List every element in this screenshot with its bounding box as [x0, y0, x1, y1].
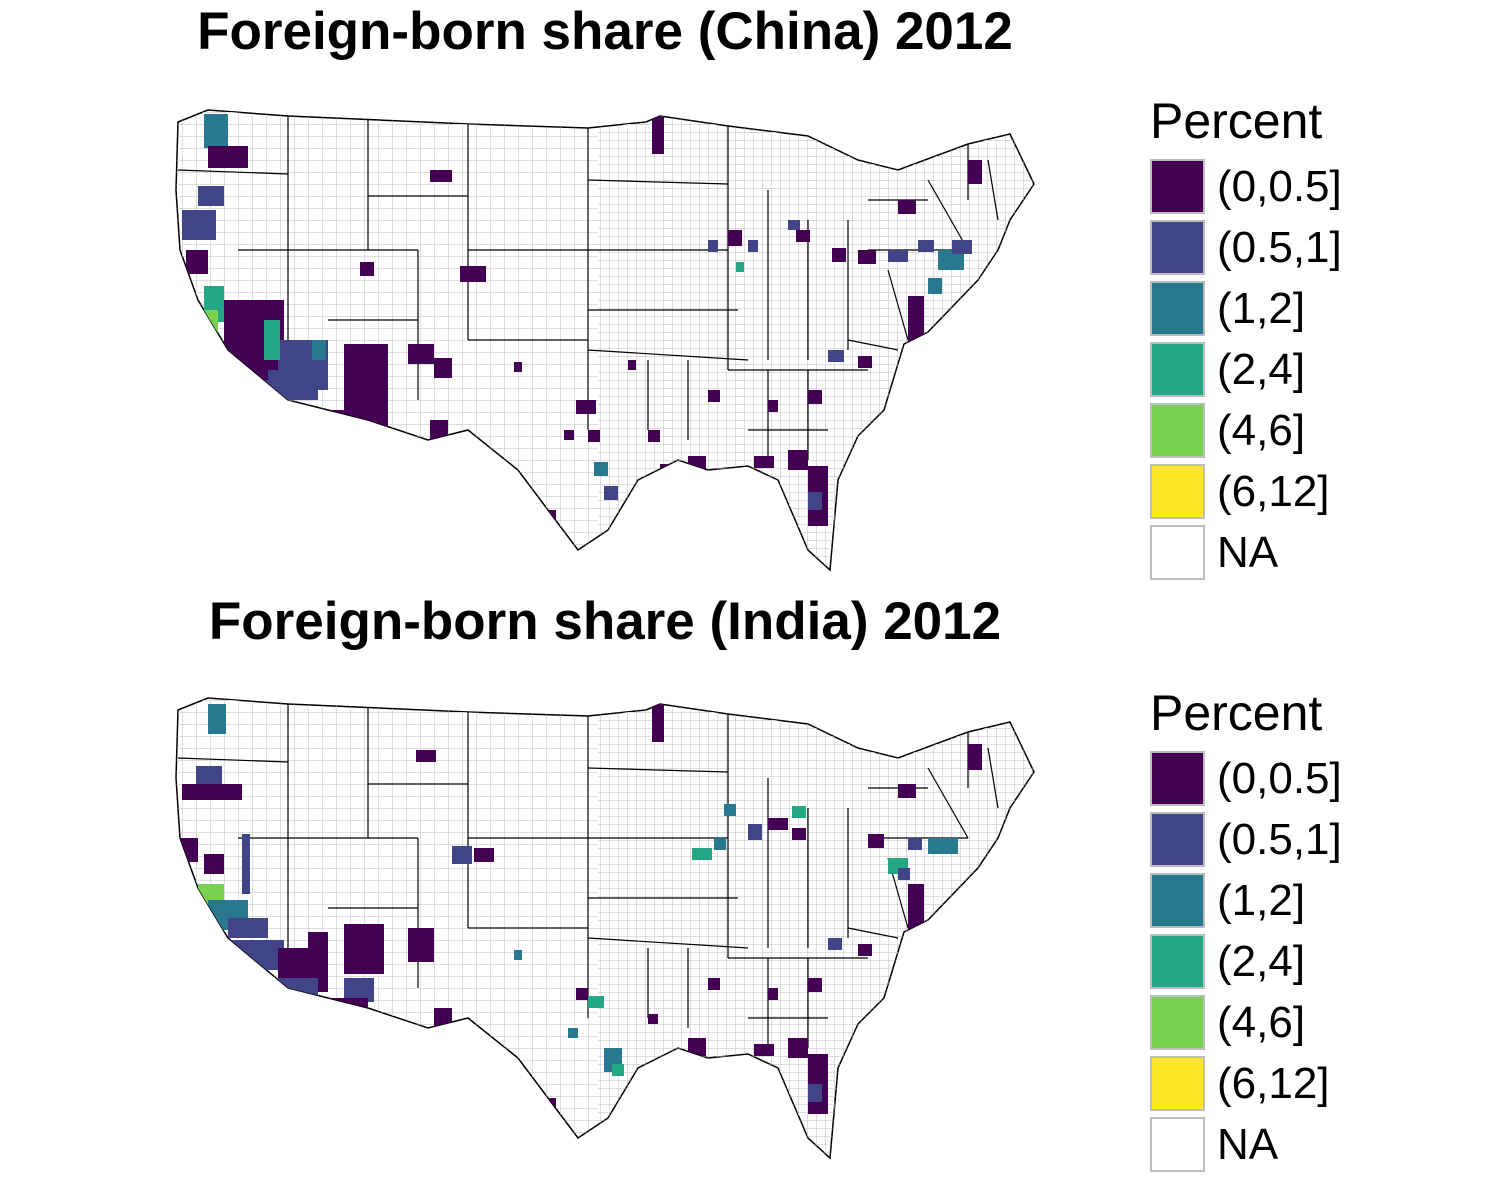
china-us-county-map	[175, 109, 1035, 572]
china-map-panel: Foreign-born share (China) 2012	[0, 0, 1500, 592]
legend-label: (0,0.5]	[1217, 162, 1342, 211]
legend-swatch	[1150, 220, 1205, 275]
legend-swatch	[1150, 464, 1205, 519]
legend-label: (6,12]	[1217, 1059, 1330, 1108]
india-us-county-map	[175, 697, 1035, 1160]
india-legend: Percent (0,0.5] (0.5,1] (1,2] (2,4] (4,6…	[1150, 684, 1342, 1175]
legend-swatch	[1150, 1056, 1205, 1111]
legend-swatch	[1150, 1117, 1205, 1172]
legend-swatch	[1150, 159, 1205, 214]
china-legend-item-6: NA	[1150, 522, 1342, 583]
china-map-title: Foreign-born share (China) 2012	[197, 2, 1013, 61]
legend-swatch	[1150, 995, 1205, 1050]
china-legend-item-5: (6,12]	[1150, 461, 1342, 522]
china-legend-item-4: (4,6]	[1150, 400, 1342, 461]
legend-label: NA	[1217, 528, 1279, 577]
china-legend-item-3: (2,4]	[1150, 339, 1342, 400]
legend-swatch	[1150, 342, 1205, 397]
india-legend-item-0: (0,0.5]	[1150, 748, 1342, 809]
india-map-title: Foreign-born share (India) 2012	[208, 592, 1002, 651]
india-legend-title: Percent	[1150, 685, 1323, 741]
legend-label: (0.5,1]	[1217, 223, 1342, 272]
legend-swatch	[1150, 751, 1205, 806]
legend-label: NA	[1217, 1120, 1279, 1169]
india-legend-item-5: (6,12]	[1150, 1053, 1342, 1114]
legend-label: (0.5,1]	[1217, 815, 1342, 864]
china-shaded-counties	[182, 114, 982, 526]
china-legend-title: Percent	[1150, 93, 1323, 149]
china-legend-item-2: (1,2]	[1150, 278, 1342, 339]
legend-swatch	[1150, 403, 1205, 458]
legend-label: (1,2]	[1217, 284, 1306, 333]
legend-label: (4,6]	[1217, 406, 1306, 455]
legend-label: (1,2]	[1217, 876, 1306, 925]
india-legend-item-3: (2,4]	[1150, 931, 1342, 992]
india-legend-item-2: (1,2]	[1150, 870, 1342, 931]
china-legend-item-1: (0.5,1]	[1150, 217, 1342, 278]
india-map-panel: Foreign-born share (India) 2012	[0, 592, 1500, 1184]
legend-label: (0,0.5]	[1217, 754, 1342, 803]
legend-swatch	[1150, 812, 1205, 867]
china-legend-item-0: (0,0.5]	[1150, 156, 1342, 217]
legend-swatch	[1150, 525, 1205, 580]
legend-swatch	[1150, 281, 1205, 336]
india-legend-item-1: (0.5,1]	[1150, 809, 1342, 870]
india-legend-item-4: (4,6]	[1150, 992, 1342, 1053]
legend-label: (2,4]	[1217, 937, 1306, 986]
legend-label: (4,6]	[1217, 998, 1306, 1047]
legend-swatch	[1150, 873, 1205, 928]
legend-swatch	[1150, 934, 1205, 989]
legend-label: (2,4]	[1217, 345, 1306, 394]
india-legend-item-6: NA	[1150, 1114, 1342, 1175]
legend-label: (6,12]	[1217, 467, 1330, 516]
china-legend: Percent (0,0.5] (0.5,1] (1,2] (2,4] (4,6…	[1150, 92, 1342, 583]
